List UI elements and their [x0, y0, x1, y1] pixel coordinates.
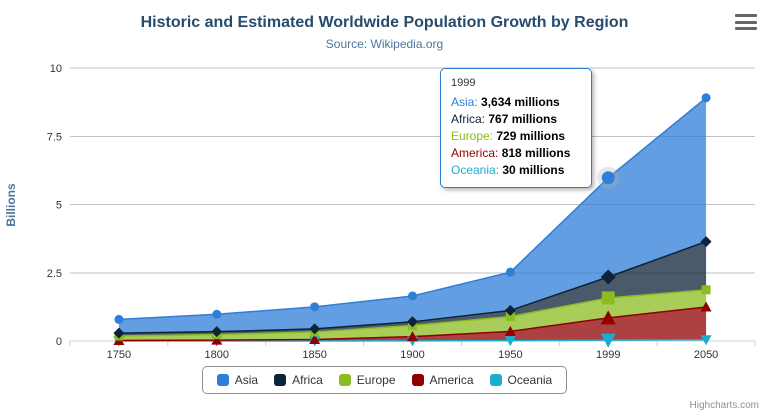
legend: Asia Africa Europe America Oceania — [0, 366, 769, 394]
legend-symbol — [216, 374, 229, 386]
marker-asia[interactable] — [505, 267, 515, 277]
marker-africa[interactable] — [600, 269, 616, 285]
legend-item-oceania[interactable]: Oceania — [489, 373, 553, 387]
tooltip-series-value: 30 millions — [502, 163, 565, 177]
tooltip-row: Oceania: 30 millions — [451, 162, 581, 179]
marker-oceania[interactable] — [700, 335, 712, 346]
tooltip-header: 1999 — [451, 77, 476, 89]
marker-oceania[interactable] — [504, 336, 516, 347]
tooltip-series-value: 767 millions — [488, 112, 558, 126]
marker-oceania[interactable] — [600, 333, 616, 348]
y-axis-title: Billions — [4, 183, 18, 227]
x-axis-tick-label: 1750 — [107, 349, 131, 361]
marker-africa[interactable] — [407, 316, 418, 328]
tooltip-series-value: 729 millions — [496, 129, 566, 143]
y-axis-tick-label: 10 — [50, 63, 62, 75]
marker-asia[interactable] — [212, 309, 222, 319]
tooltip-series-name: Europe: — [451, 129, 497, 143]
tooltip-series-value: 3,634 millions — [481, 95, 560, 109]
marker-asia[interactable] — [114, 314, 124, 324]
tooltip-row: Europe: 729 millions — [451, 128, 581, 145]
marker-europe[interactable] — [505, 311, 515, 321]
x-axis-tick-label: 1999 — [596, 349, 620, 361]
legend-item-africa[interactable]: Africa — [274, 373, 323, 387]
y-axis-tick-label: 2.5 — [47, 268, 62, 280]
x-axis-tick-label: 1800 — [205, 349, 229, 361]
marker-africa[interactable] — [309, 323, 321, 335]
marker-europe[interactable] — [601, 291, 615, 305]
marker-asia[interactable] — [601, 171, 615, 185]
tooltip-series-name: America: — [451, 146, 502, 160]
x-axis-tick-label: 2050 — [694, 349, 718, 361]
marker-asia[interactable] — [310, 302, 320, 312]
marker-america[interactable] — [504, 325, 516, 336]
marker-asia[interactable] — [701, 93, 711, 103]
tooltip-row: Africa: 767 millions — [451, 111, 581, 128]
marker-america[interactable] — [407, 331, 418, 342]
y-axis-tick-label: 5 — [56, 200, 62, 212]
legend-item-europe[interactable]: Europe — [338, 373, 396, 387]
legend-item-asia[interactable]: Asia — [216, 373, 259, 387]
x-axis-tick-label: 1950 — [498, 349, 522, 361]
area-series-america[interactable] — [118, 306, 707, 341]
legend-symbol — [274, 374, 287, 386]
tooltip-series-name: Oceania: — [451, 163, 503, 177]
marker-america[interactable] — [700, 301, 712, 312]
legend-label: America — [429, 373, 474, 387]
marker-asia[interactable] — [408, 291, 417, 301]
chart-title: Historic and Estimated Worldwide Populat… — [140, 14, 629, 31]
legend-symbol — [338, 374, 351, 386]
tooltip-row: America: 818 millions — [451, 145, 581, 162]
chart-subtitle: Source: Wikipedia.org — [325, 37, 444, 51]
axis-labels-group: 0 2.5 5 7.5 10 1750 1800 1850 1900 1950 1999 2050 — [47, 63, 719, 361]
x-axis-tick-label: 1850 — [302, 349, 326, 361]
x-axis-tick-label: 1900 — [400, 349, 424, 361]
marker-america[interactable] — [600, 310, 616, 325]
area-series-asia[interactable] — [118, 97, 707, 334]
marker-africa[interactable] — [700, 236, 712, 248]
marker-europe[interactable] — [701, 285, 711, 295]
marker-africa[interactable] — [504, 304, 516, 316]
legend-label: Europe — [356, 373, 396, 387]
marker-america[interactable] — [309, 333, 321, 344]
marker-africa[interactable] — [113, 327, 125, 339]
legend-symbol — [489, 374, 502, 386]
y-axis-tick-label: 0 — [56, 336, 62, 348]
legend-box: Asia Africa Europe America Oceania — [201, 366, 568, 394]
legend-symbol — [411, 374, 424, 386]
legend-label: Asia — [234, 373, 259, 387]
tooltip: 1999 Asia: 3,634 millions Africa: 767 mil… — [440, 68, 592, 188]
marker-africa[interactable] — [211, 326, 223, 338]
y-axis-tick-label: 7.5 — [47, 131, 62, 143]
legend-label: Oceania — [507, 373, 553, 387]
context-menu-button[interactable] — [735, 14, 757, 30]
marker-america[interactable] — [211, 334, 223, 345]
area-series-africa[interactable] — [118, 241, 707, 337]
tooltip-series-name: Asia: — [451, 95, 482, 109]
series-areas-group — [118, 97, 707, 341]
hamburger-icon — [735, 14, 757, 30]
tooltip-rows: Asia: 3,634 millions Africa: 767 millions… — [451, 94, 581, 179]
tooltip-series-name: Africa: — [451, 112, 489, 126]
tooltip-row: Asia: 3,634 millions — [451, 94, 581, 111]
legend-item-america[interactable]: America — [411, 373, 474, 387]
series-markers-group — [113, 93, 712, 348]
tooltip-series-value: 818 millions — [501, 146, 571, 160]
credits-link[interactable]: Highcharts.com — [689, 400, 759, 411]
legend-label: Africa — [292, 373, 323, 387]
